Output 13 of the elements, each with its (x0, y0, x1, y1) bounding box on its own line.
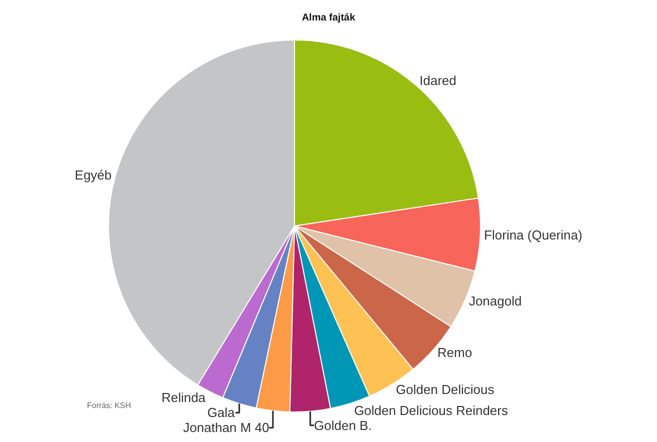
slice-label: Idared (419, 73, 456, 88)
slice-label: Florina (Querina) (484, 227, 582, 242)
slice-label: Golden Delicious (396, 382, 495, 398)
slice-label: Golden Delicious Reinders (354, 402, 508, 418)
slice-label: Egyéb (74, 168, 112, 183)
text: Forrás: KSH (87, 401, 132, 410)
slice-label: Jonagold (468, 294, 522, 309)
slice-label: Relinda (161, 390, 206, 406)
slice-label: Golden B. (314, 418, 372, 433)
slice-label: Gala (207, 405, 236, 420)
slice-label: Remo (437, 345, 472, 360)
slice-label: Jonathan M 40 (183, 420, 270, 436)
chart-title: Alma fajták (302, 12, 356, 24)
